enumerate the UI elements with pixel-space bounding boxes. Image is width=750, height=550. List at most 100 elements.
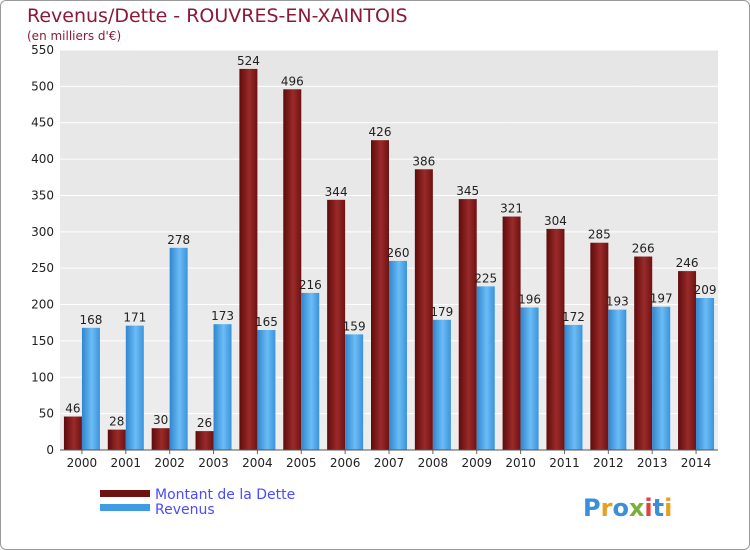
x-axis-ticks: 2000 2001 2002 2003 2004 2005 2006 2007 2008 2009… [60, 449, 718, 470]
bar-revenus [476, 286, 495, 450]
data-label-debt: 304 [544, 214, 567, 228]
data-label-revenus: 209 [694, 283, 717, 297]
legend-label-debt: Montant de la Dette [155, 487, 295, 503]
bar-revenus [696, 298, 715, 450]
data-label-debt: 266 [632, 242, 655, 256]
bar-revenus [432, 319, 451, 450]
data-label-debt: 496 [281, 74, 304, 88]
y-tick-label: 500 [31, 79, 54, 93]
bar-debt [107, 429, 126, 450]
data-label-debt: 26 [197, 416, 212, 430]
x-tick-label: 2012 [593, 456, 624, 470]
x-tick-label: 2007 [374, 456, 405, 470]
data-label-debt: 46 [65, 402, 80, 416]
bar-revenus [257, 330, 276, 450]
data-label-debt: 285 [588, 228, 611, 242]
bar-debt [151, 428, 170, 450]
y-tick-label: 0 [46, 443, 54, 457]
data-label-debt: 345 [456, 184, 479, 198]
legend: Montant de la Dette Revenus [100, 487, 295, 518]
bar-debt [327, 199, 346, 450]
data-label-debt: 344 [325, 185, 348, 199]
data-label-debt: 246 [676, 256, 699, 270]
logo-text: Proxiti [583, 494, 672, 522]
data-label-revenus: 159 [343, 319, 366, 333]
data-label-revenus: 260 [387, 246, 410, 260]
bar-debt [239, 68, 258, 450]
x-tick-label: 2005 [286, 456, 317, 470]
y-tick-label: 250 [31, 261, 54, 275]
bar-revenus [564, 324, 583, 450]
x-tick-label: 2010 [505, 456, 536, 470]
y-axis-ticks: 0 50 100 150 200 250 300 350 400 450 500 550 [31, 43, 54, 457]
x-tick-label: 2004 [242, 456, 273, 470]
bar-revenus [608, 309, 627, 450]
data-label-revenus: 171 [123, 311, 146, 325]
data-label-revenus: 225 [474, 271, 497, 285]
bars: 46 168 28 171 30 278 26 173 524 165 496 216 344 159 42… [63, 54, 717, 451]
bar-debt [678, 271, 697, 450]
bar-revenus [125, 325, 144, 450]
legend-label-revenus: Revenus [155, 502, 215, 518]
x-tick-label: 2008 [418, 456, 449, 470]
y-tick-label: 100 [31, 370, 54, 384]
data-label-revenus: 173 [211, 309, 234, 323]
bar-revenus [345, 334, 364, 450]
x-tick-label: 2011 [549, 456, 580, 470]
bar-debt [634, 256, 653, 450]
x-tick-label: 2013 [637, 456, 668, 470]
y-tick-label: 50 [39, 407, 54, 421]
y-tick-label: 300 [31, 225, 54, 239]
x-tick-label: 2009 [461, 456, 492, 470]
data-label-revenus: 172 [562, 310, 585, 324]
legend-swatch-debt [100, 490, 150, 497]
data-label-debt: 321 [500, 202, 523, 216]
bar-debt [195, 431, 214, 450]
bar-debt [371, 140, 389, 450]
bar-revenus [169, 247, 188, 450]
bar-revenus [652, 306, 671, 450]
legend-swatch-revenus [100, 504, 150, 511]
y-tick-label: 400 [31, 152, 54, 166]
data-label-revenus: 216 [299, 278, 322, 292]
y-tick-label: 550 [31, 43, 54, 57]
proxiti-logo: Proxiti [583, 494, 672, 522]
data-label-revenus: 179 [430, 305, 453, 319]
data-label-debt: 28 [109, 415, 124, 429]
chart-title: Revenus/Dette - ROUVRES-EN-XAINTOIS [27, 5, 408, 27]
bar-debt [546, 228, 565, 450]
bar-revenus [301, 292, 320, 450]
bar-revenus [389, 260, 407, 450]
data-label-revenus: 193 [606, 295, 629, 309]
bar-debt [590, 242, 609, 450]
bar-revenus [520, 307, 539, 450]
bar-revenus [213, 324, 232, 450]
data-label-debt: 426 [369, 125, 392, 139]
data-label-revenus: 278 [167, 233, 190, 247]
bar-debt [283, 89, 302, 450]
data-label-debt: 524 [237, 54, 260, 68]
x-tick-label: 2000 [67, 456, 98, 470]
x-tick-label: 2014 [681, 456, 712, 470]
data-label-revenus: 197 [650, 292, 673, 306]
chart-subtitle: (en milliers d'€) [27, 29, 121, 43]
bar-debt [502, 216, 521, 450]
x-tick-label: 2002 [154, 456, 185, 470]
y-tick-label: 350 [31, 188, 54, 202]
data-label-revenus: 168 [79, 313, 102, 327]
y-tick-label: 200 [31, 298, 54, 312]
data-label-revenus: 165 [255, 315, 278, 329]
x-tick-label: 2001 [111, 456, 142, 470]
data-label-debt: 386 [412, 154, 435, 168]
bar-debt [458, 199, 477, 450]
y-tick-label: 450 [31, 116, 54, 130]
x-tick-label: 2006 [330, 456, 361, 470]
data-label-revenus: 196 [518, 292, 541, 306]
bar-debt [63, 416, 82, 450]
y-tick-label: 150 [31, 334, 54, 348]
bar-debt [414, 169, 433, 451]
bar-revenus [81, 327, 100, 450]
data-label-debt: 30 [153, 413, 168, 427]
x-tick-label: 2003 [198, 456, 229, 470]
